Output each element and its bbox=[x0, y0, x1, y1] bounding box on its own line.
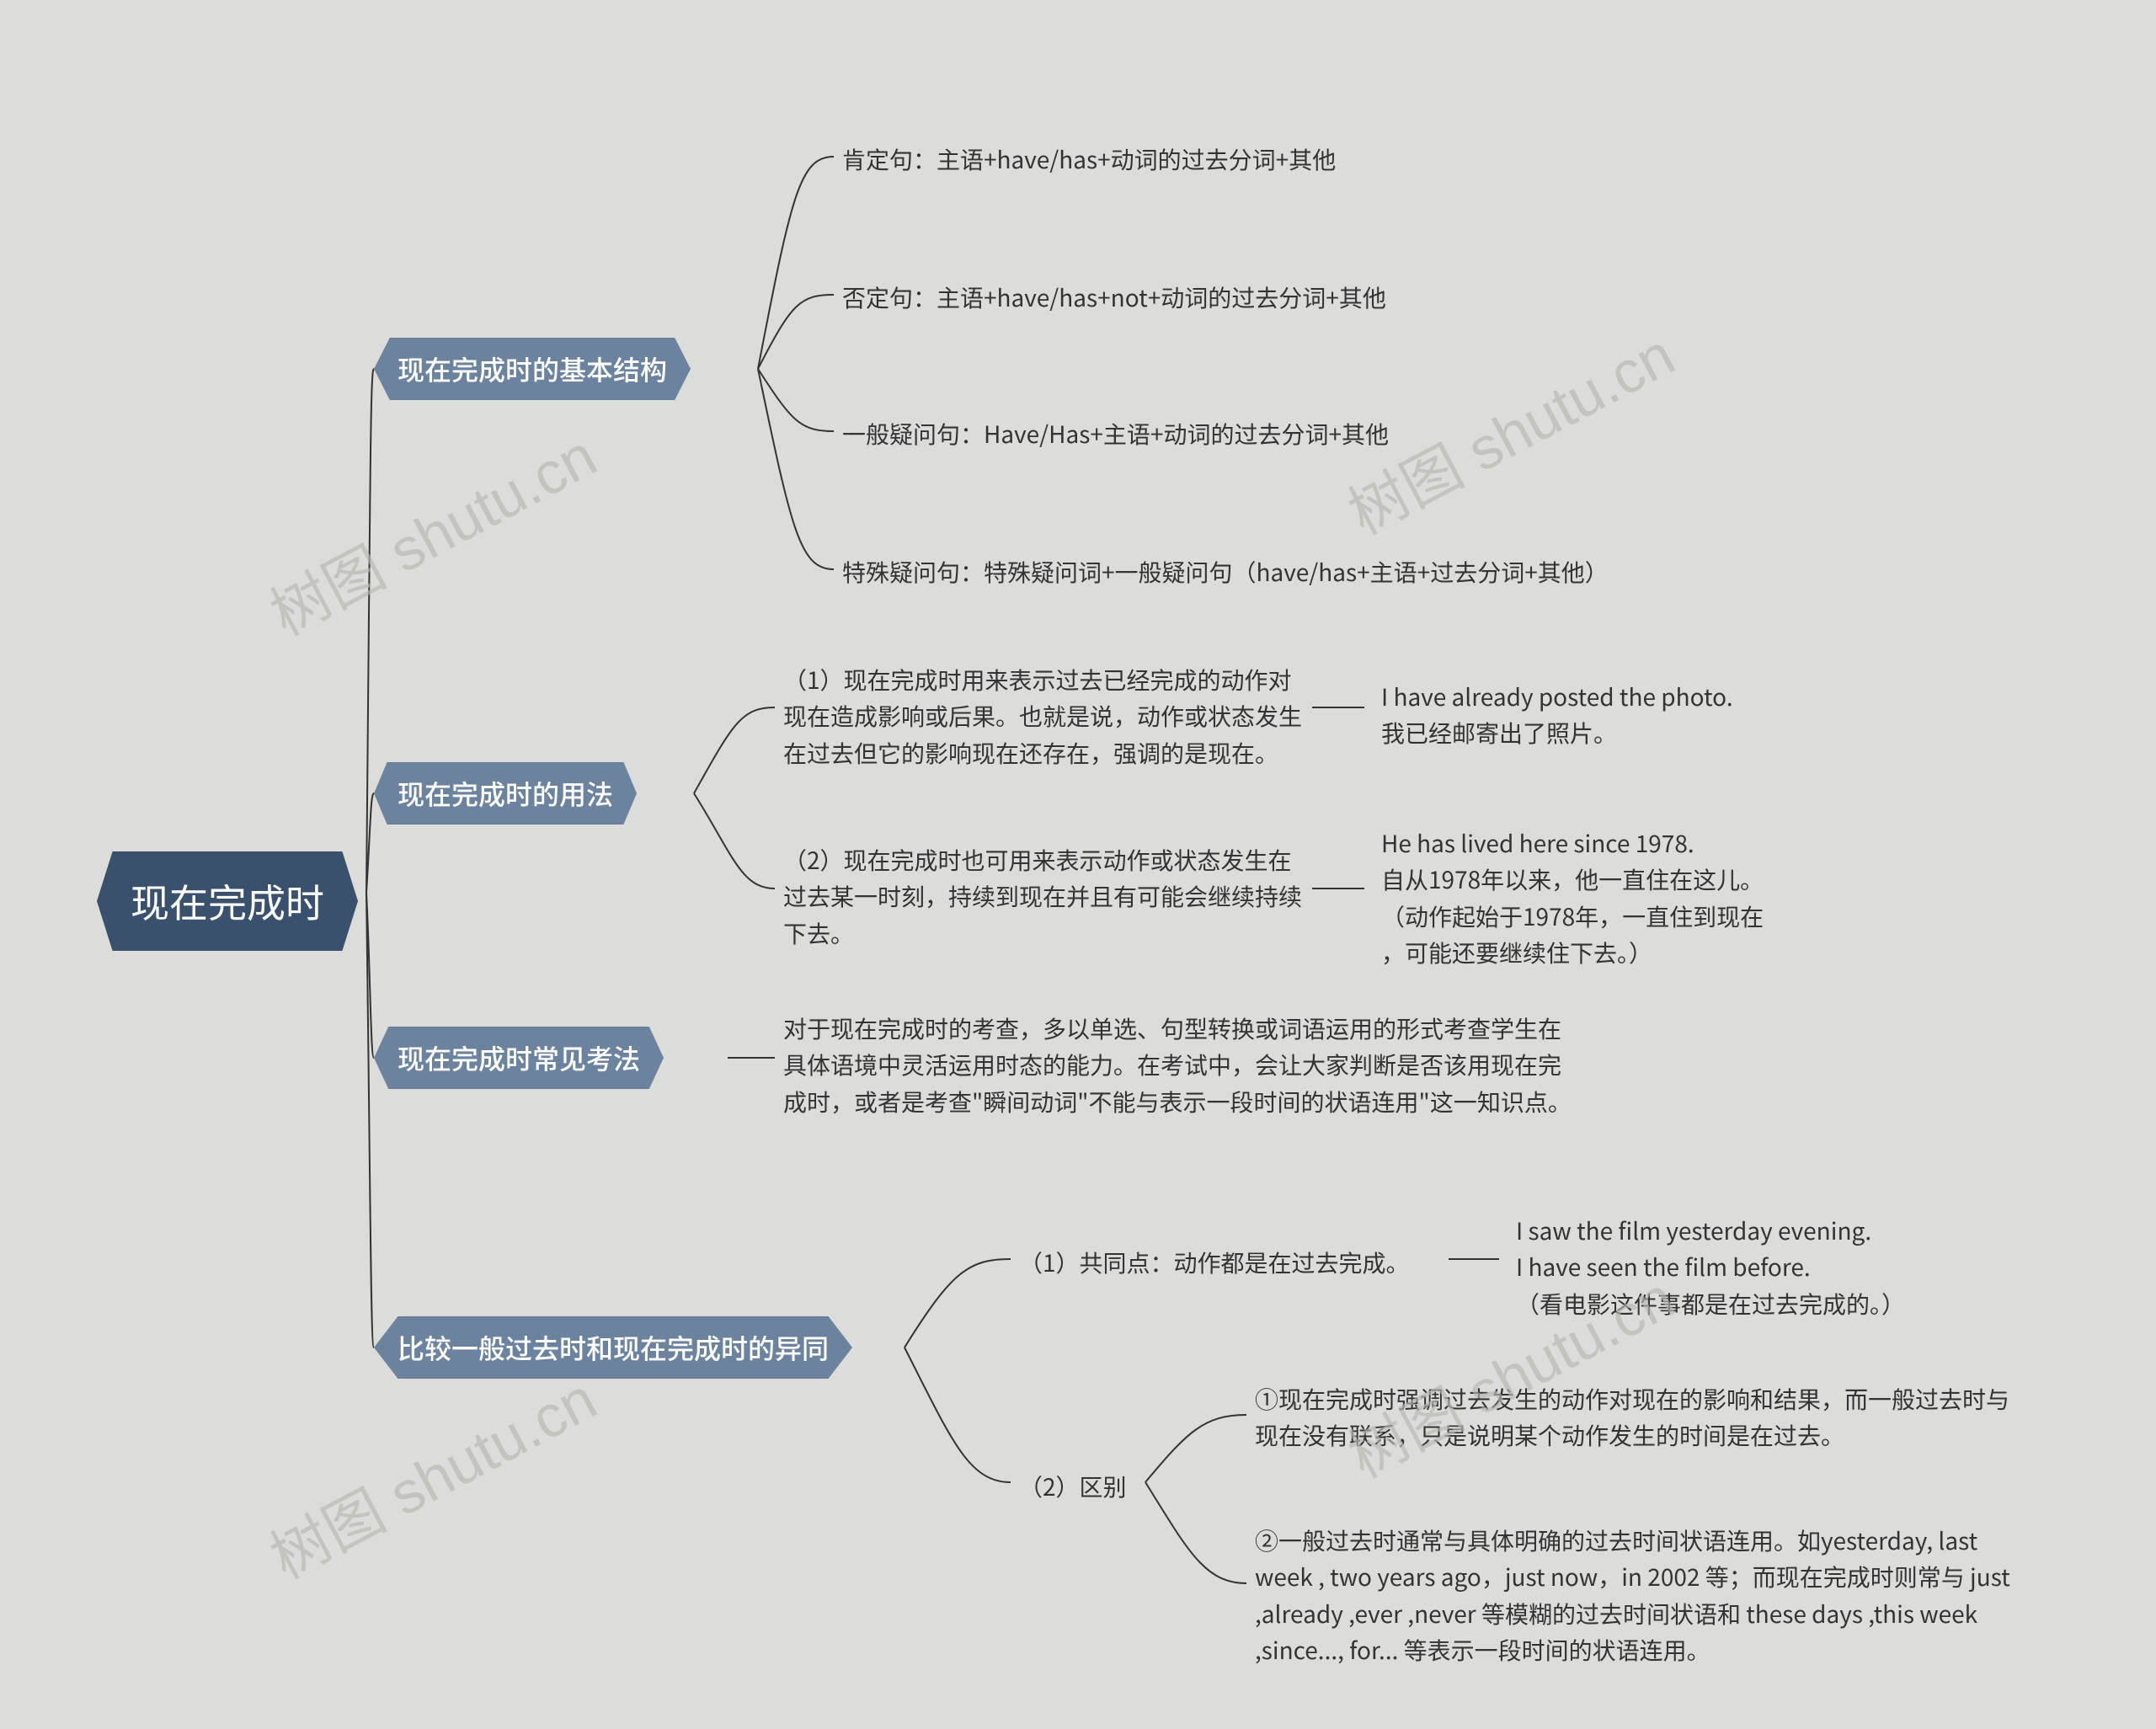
usage-2: （2）现在完成时也可用来表示动作或状态发生在过去某一时刻，持续到现在并且有可能会… bbox=[783, 842, 1305, 952]
compare-diff-1: ①现在完成时强调过去发生的动作对现在的影响和结果，而一般过去时与现在没有联系，只… bbox=[1255, 1381, 2030, 1454]
compare-diff-2: ②一般过去时通常与具体明确的过去时间状语连用。如yesterday, last … bbox=[1255, 1523, 2030, 1669]
branch-usage[interactable]: 现在完成时的用法 bbox=[374, 762, 637, 824]
usage-1: （1）现在完成时用来表示过去已经完成的动作对现在造成影响或后果。也就是说，动作或… bbox=[783, 662, 1305, 771]
test-description: 对于现在完成时的考查，多以单选、句型转换或词语运用的形式考查学生在具体语境中灵活… bbox=[783, 1011, 1575, 1120]
compare-common: （1）共同点：动作都是在过去完成。 bbox=[1019, 1245, 1410, 1281]
branch-test[interactable]: 现在完成时常见考法 bbox=[374, 1027, 664, 1089]
usage-1-example: I have already posted the photo. 我已经邮寄出了… bbox=[1381, 679, 1733, 752]
usage-2-example: He has lived here since 1978. 自从1978年以来，… bbox=[1381, 825, 1764, 972]
branch-compare[interactable]: 比较一般过去时和现在完成时的异同 bbox=[374, 1316, 852, 1379]
struct-negative: 否定句：主语+have/has+not+动词的过去分词+其他 bbox=[842, 280, 1386, 316]
struct-yesno: 一般疑问句：Have/Has+主语+动词的过去分词+其他 bbox=[842, 416, 1389, 452]
compare-common-example: I saw the film yesterday evening. I have… bbox=[1516, 1213, 1905, 1322]
struct-wh: 特殊疑问句：特殊疑问词+一般疑问句（have/has+主语+过去分词+其他） bbox=[842, 554, 1609, 590]
compare-diff-label: （2）区别 bbox=[1019, 1469, 1127, 1505]
branch-structure[interactable]: 现在完成时的基本结构 bbox=[374, 338, 691, 400]
struct-affirmative: 肯定句：主语+have/has+动词的过去分词+其他 bbox=[842, 141, 1336, 178]
root-node[interactable]: 现在完成时 bbox=[97, 851, 358, 951]
